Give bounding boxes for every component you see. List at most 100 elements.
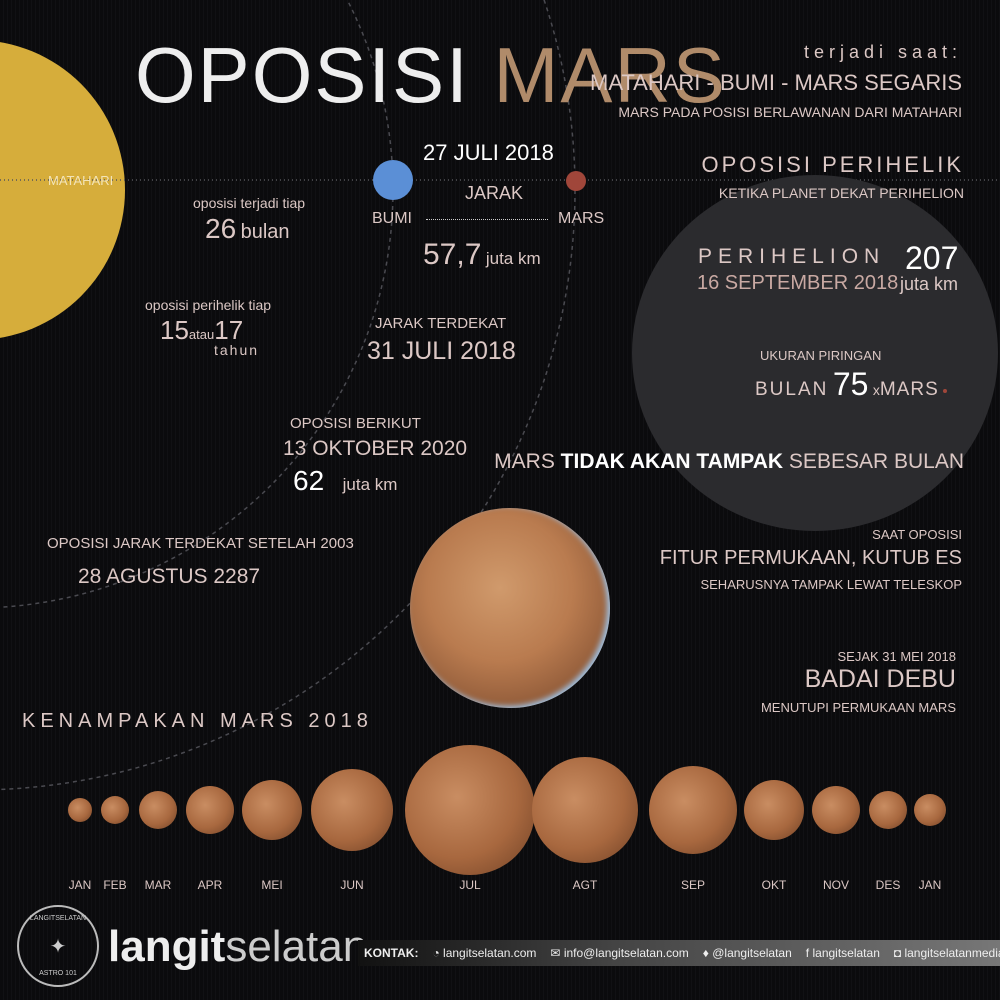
distance-label: JARAK xyxy=(465,183,524,203)
not-as-big-c: SEBESAR BULAN xyxy=(783,450,964,473)
mars-disk-okt xyxy=(744,780,804,840)
intro-line2: MARS PADA POSISI BERLAWANAN DARI MATAHAR… xyxy=(618,104,962,120)
perihelion-label: PERIHELION xyxy=(698,245,886,268)
closest-since-date: 28 AGUSTUS 2287 xyxy=(78,565,261,588)
period-unit: bulan xyxy=(240,221,290,243)
distance-number: 57,7 xyxy=(423,238,482,271)
month-label: DES xyxy=(875,878,901,892)
disk-label: UKURAN PIRINGAN xyxy=(760,348,882,363)
storm-l3: MENUTUPI PERMUKAAN MARS xyxy=(760,700,956,715)
mars-disk-sep xyxy=(649,766,737,854)
month-label: OKT xyxy=(761,878,787,892)
brand-bold: langit xyxy=(108,922,226,971)
mars-disk-des xyxy=(869,791,907,829)
contact-instagram[interactable]: ◘ langitselatanmedia xyxy=(894,946,1000,960)
month-label: JAN xyxy=(68,878,92,892)
not-as-big-b: TIDAK AKAN TAMPAK xyxy=(560,450,784,473)
disk-moon: BULAN xyxy=(755,379,829,400)
mail-icon: ✉ xyxy=(550,946,561,960)
month-label: AGT xyxy=(572,878,598,892)
moon-disk xyxy=(632,175,998,531)
mars-disk-nov xyxy=(812,786,860,834)
intro-line1: MATAHARI - BUMI - MARS SEGARIS xyxy=(590,70,962,95)
earth xyxy=(373,160,413,200)
mars-photo xyxy=(410,508,610,708)
perihelic-period-unit: tahun xyxy=(214,342,260,358)
month-label: MEI xyxy=(261,878,283,892)
month-label: SEP xyxy=(680,878,706,892)
storm-l2: BADAI DEBU xyxy=(804,665,956,693)
mars-disk-jan xyxy=(68,798,92,822)
closest-date: 31 JULI 2018 xyxy=(367,337,516,365)
next-number: 62 xyxy=(293,465,325,496)
perihelic-title: OPOSISI PERIHELIK xyxy=(701,152,964,177)
mars-disk-agt xyxy=(532,757,638,863)
mars-disk-mei xyxy=(242,780,302,840)
rss-icon: ◔ xyxy=(432,946,440,960)
distance-value: 57,7 juta km xyxy=(423,238,541,272)
disk-compare: BULAN 75 xMARS xyxy=(755,366,948,403)
mars-disk-mar xyxy=(139,791,177,829)
period-text: oposisi terjadi tiap xyxy=(193,195,306,211)
distance-arrow xyxy=(426,219,548,220)
instagram-icon: ◘ xyxy=(893,946,902,960)
period-or: atau xyxy=(188,327,215,342)
email-text: info@langitselatan.com xyxy=(563,946,689,960)
next-unit: juta km xyxy=(342,475,398,494)
month-label: JAN xyxy=(918,878,942,892)
twitter-text: @langitselatan xyxy=(712,946,792,960)
contact-twitter[interactable]: ♦ @langitselatan xyxy=(703,946,792,960)
title-oposisi: OPOSISI xyxy=(135,31,470,119)
features-l3: SEHARUSNYA TAMPAK LEWAT TELESKOP xyxy=(700,577,962,592)
period-15: 15 xyxy=(160,315,189,345)
mars-dot xyxy=(566,171,586,191)
month-label: JUL xyxy=(459,878,481,892)
period-17: 17 xyxy=(214,315,244,345)
logo-seal: LANGITSELATAN ✦ ASTRO 101 xyxy=(17,905,99,987)
instagram-text: langitselatanmedia xyxy=(904,946,1000,960)
mars-disk-apr xyxy=(186,786,234,834)
month-label: MAR xyxy=(144,878,172,892)
facebook-text: langitselatan xyxy=(812,946,880,960)
contact-web[interactable]: ◔ langitselatan.com xyxy=(432,946,536,960)
brand: langitselatan xyxy=(108,922,367,972)
features-l1: SAAT OPOSISI xyxy=(872,527,962,542)
mars-disk-feb xyxy=(101,796,129,824)
perihelic-sub: KETIKA PLANET DEKAT PERIHELION xyxy=(718,185,964,201)
next-date: 13 OKTOBER 2020 xyxy=(283,437,468,460)
perihelion-unit: juta km xyxy=(900,274,959,294)
contact-email[interactable]: ✉ info@langitselatan.com xyxy=(550,946,688,960)
perihelion-date: 16 SEPTEMBER 2018 xyxy=(697,272,899,294)
perihelic-period-text: oposisi perihelik tiap xyxy=(145,297,272,313)
mars-disk-jun xyxy=(311,769,393,851)
storm-l1: SEJAK 31 MEI 2018 xyxy=(837,649,956,664)
logo-text-top: LANGITSELATAN xyxy=(29,915,87,922)
perihelion-value: 207 xyxy=(905,240,959,276)
not-as-big: MARS TIDAK AKAN TAMPAK SEBESAR BULAN xyxy=(494,450,964,474)
contact-facebook[interactable]: f langitselatan xyxy=(806,946,880,960)
contact-label: KONTAK: xyxy=(364,946,419,960)
features-l2: FITUR PERMUKAAN, KUTUB ES xyxy=(659,547,962,569)
mars-disk-jan xyxy=(914,794,946,826)
disk-x: x xyxy=(872,382,880,398)
logo-text-bottom: ASTRO 101 xyxy=(39,970,77,977)
sun xyxy=(0,42,125,338)
contact-bar: KONTAK: ◔ langitselatan.com ✉ info@langi… xyxy=(358,940,1000,966)
period-value: 26 bulan xyxy=(205,213,290,245)
twitter-icon: ♦ xyxy=(702,946,709,960)
title: OPOSISI MARS xyxy=(135,30,727,121)
month-label: FEB xyxy=(103,878,127,892)
sun-label: MATAHARI xyxy=(48,173,114,188)
opposition-date: 27 JULI 2018 xyxy=(423,140,554,165)
astronomer-icon: ✦ xyxy=(49,935,67,958)
earth-label: BUMI xyxy=(372,210,412,227)
month-label: APR xyxy=(197,878,223,892)
appearance-title: KENAMPAKAN MARS 2018 xyxy=(22,710,373,732)
closest-since-label: OPOSISI JARAK TERDEKAT SETELAH 2003 xyxy=(47,535,354,552)
perihelic-period-values: 15atau17 xyxy=(160,315,243,346)
brand-light: selatan xyxy=(225,922,368,971)
distance-unit: juta km xyxy=(485,249,541,268)
title-mars: MARS xyxy=(493,31,727,119)
mars-label: MARS xyxy=(558,210,605,227)
disk-mars: MARS xyxy=(879,379,939,400)
